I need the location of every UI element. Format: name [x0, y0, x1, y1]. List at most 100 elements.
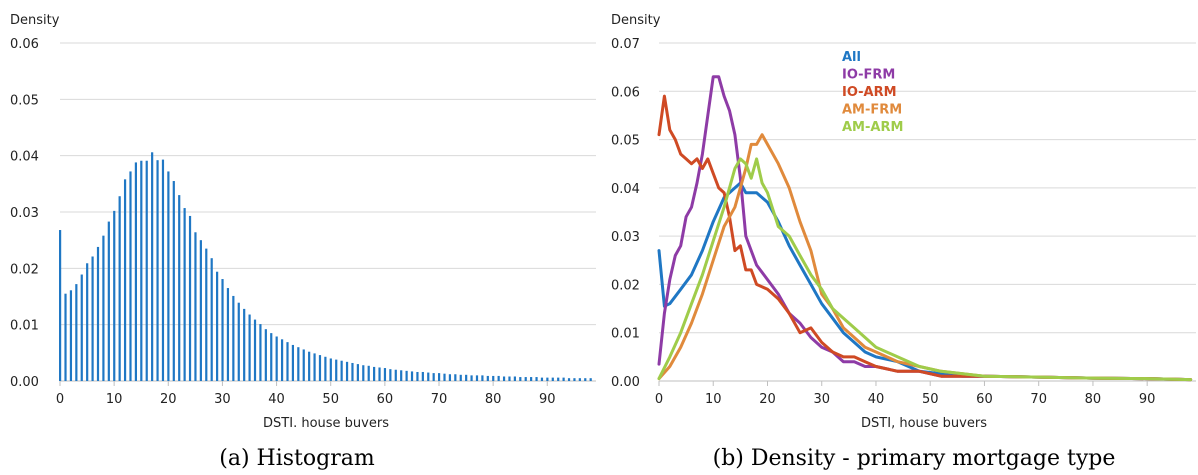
histogram-bar [557, 377, 560, 381]
histogram-bar [291, 344, 295, 381]
histogram-bar [345, 361, 349, 381]
histogram-bar [573, 378, 576, 381]
x-tick-label: 60 [377, 392, 394, 407]
histogram-bar [454, 374, 457, 381]
x-tick-label: 30 [813, 392, 830, 407]
y-tick-label: 0.04 [10, 150, 39, 165]
histogram-bar [199, 240, 202, 381]
histogram-bar [524, 377, 527, 381]
series-line-all [657, 181, 1193, 382]
histogram-bar [91, 256, 94, 381]
y-tick-label: 0.01 [611, 327, 640, 342]
histogram-bar [232, 295, 235, 381]
series-line-am-arm [657, 157, 1193, 382]
histogram-bar [286, 342, 289, 381]
histogram-bar [459, 374, 462, 381]
legend-entry-am-frm: AM-FRM [842, 103, 902, 118]
legend-entry-io-arm: IO-ARM [842, 85, 897, 100]
histogram-bar [400, 370, 403, 381]
histogram-bar [470, 375, 473, 381]
histogram-bar [161, 159, 165, 381]
histogram-bar [302, 349, 305, 381]
histogram-gridlines [60, 42, 596, 382]
histogram-bar [465, 374, 468, 381]
histogram-bar [129, 171, 132, 381]
histogram-bar [481, 375, 484, 381]
histogram-bar [243, 308, 246, 381]
histogram-bar [183, 208, 186, 381]
legend-entry-am-arm: AM-ARM [842, 120, 903, 135]
histogram-bar [540, 377, 544, 381]
histogram-bar [59, 230, 62, 381]
histogram-bar [313, 353, 316, 381]
histogram-bar [394, 369, 397, 381]
histogram-x-axis-label: DSTI. house buvers [263, 416, 389, 431]
histogram-bar [497, 375, 500, 381]
histogram-bar [75, 284, 78, 381]
histogram-bar [140, 160, 143, 381]
histogram-bar [221, 279, 224, 381]
histogram-bar [535, 377, 538, 381]
histogram-bar [210, 258, 213, 381]
histogram-bar [188, 215, 192, 381]
histogram-bar [226, 288, 230, 381]
histogram-bars [59, 152, 592, 381]
histogram-y-axis-label: Density [10, 13, 60, 28]
x-tick-label: 20 [160, 392, 177, 407]
x-tick-label: 50 [922, 392, 939, 407]
histogram-bar [253, 319, 257, 381]
y-tick-label: 0.02 [611, 278, 640, 293]
histogram-bar [259, 324, 262, 381]
histogram-bar [324, 356, 327, 381]
density-x-ticks: 0 10 20 30 40 50 60 70 80 90 [655, 381, 1156, 407]
histogram-bar [519, 377, 522, 381]
histogram-bar [172, 181, 175, 381]
y-tick-label: 0.02 [10, 262, 39, 277]
histogram-bar [383, 368, 387, 381]
histogram-bar [492, 375, 495, 381]
x-tick-label: 20 [759, 392, 776, 407]
x-tick-label: 70 [431, 392, 448, 407]
histogram-bar [351, 362, 354, 381]
y-tick-label: 0.06 [10, 37, 39, 52]
histogram-bar [64, 293, 67, 381]
x-tick-label: 80 [485, 392, 502, 407]
histogram-bar [118, 196, 121, 381]
histogram-bar [151, 152, 154, 381]
x-tick-label: 90 [1139, 392, 1156, 407]
series-line-io-arm [657, 94, 1193, 382]
histogram-bar [486, 375, 489, 381]
histogram-bar [205, 248, 208, 381]
histogram-bar [373, 366, 376, 381]
histogram-bar [237, 302, 240, 381]
histogram-bar [318, 355, 322, 381]
histogram-bar [405, 370, 408, 381]
histogram-bar [389, 369, 392, 381]
series-line-io-frm [657, 75, 1193, 382]
x-tick-label: 50 [322, 392, 339, 407]
histogram-bar [80, 274, 83, 381]
histogram-bar [107, 221, 110, 381]
x-tick-label: 90 [539, 392, 556, 407]
y-tick-label: 0.05 [611, 134, 640, 149]
histogram-bar [416, 371, 419, 381]
histogram-bar [502, 376, 506, 381]
histogram-bar [270, 333, 273, 381]
histogram-bar [475, 375, 479, 381]
histogram-bar [530, 377, 533, 381]
density-panel: 0.00 0.01 0.02 0.03 0.04 0.05 0.06 0.07 0 10 20 30… [611, 13, 1196, 471]
histogram-bar [275, 336, 278, 381]
histogram-bar [248, 314, 251, 381]
histogram-bar [86, 263, 89, 381]
histogram-bar [378, 367, 381, 381]
histogram-bar [546, 377, 549, 381]
histogram-bar [410, 371, 414, 381]
histogram-bar [562, 377, 565, 381]
histogram-bar [356, 364, 359, 381]
y-tick-label: 0.04 [611, 182, 640, 197]
histogram-bar [156, 160, 159, 381]
histogram-bar [167, 171, 170, 381]
histogram-bar [584, 378, 587, 381]
histogram-bar [264, 329, 267, 381]
histogram-caption: (a) Histogram [219, 446, 375, 471]
